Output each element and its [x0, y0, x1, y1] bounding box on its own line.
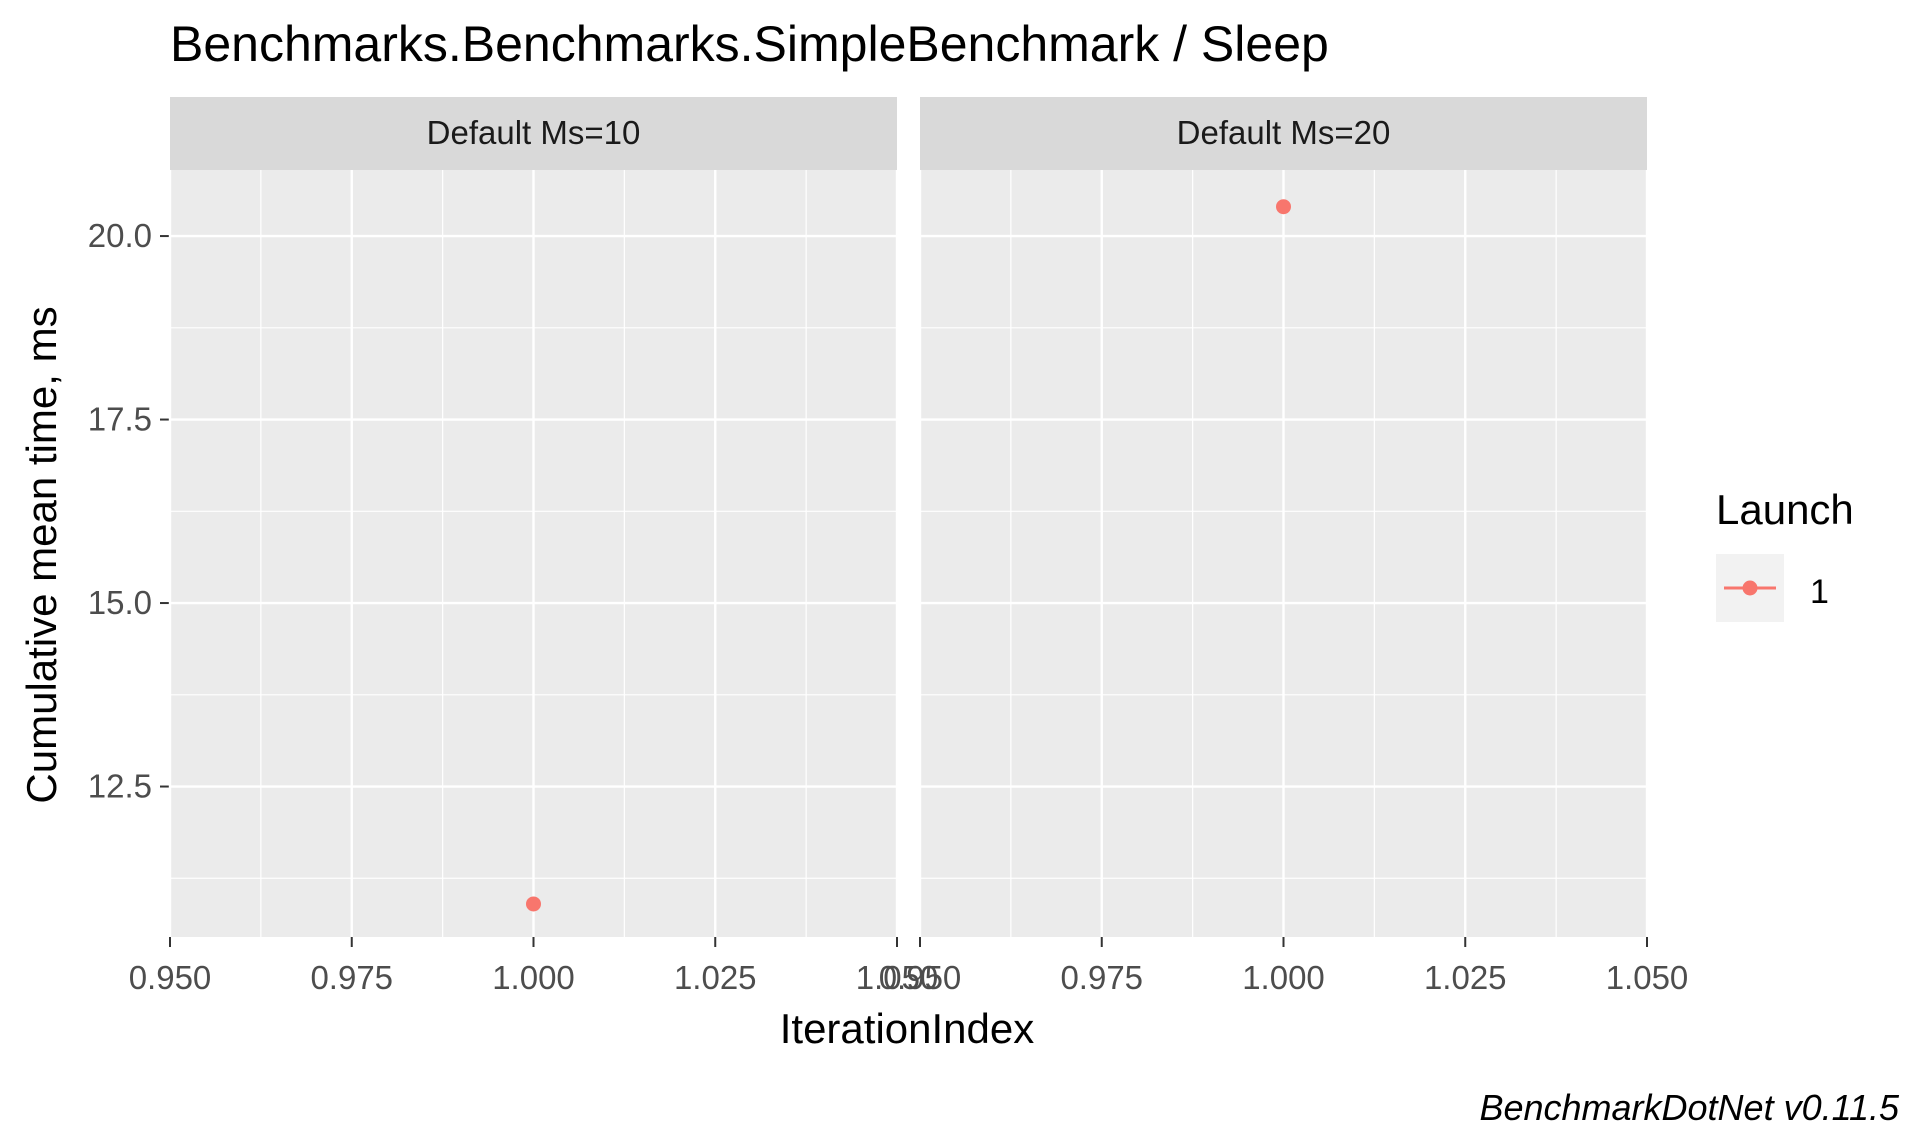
legend-key-point [1742, 580, 1758, 596]
data-point [1276, 199, 1291, 215]
x-tick-label: 1.050 [856, 959, 939, 996]
x-tick-label: 0.975 [1060, 959, 1143, 996]
x-tick-label: 1.050 [1606, 959, 1689, 996]
x-tick-label: 0.950 [129, 959, 212, 996]
facet-panel: Default Ms=10 0.950 0.975 1.000 1.025 1.050 [129, 97, 939, 996]
x-tick-label: 0.975 [310, 959, 393, 996]
chart-title: Benchmarks.Benchmarks.SimpleBenchmark / … [170, 16, 1329, 72]
facet-strip-label: Default Ms=10 [427, 114, 641, 151]
y-tick-label: 15.0 [88, 584, 152, 621]
legend-title: Launch [1716, 486, 1854, 533]
y-tick-label: 17.5 [88, 401, 152, 438]
facet-strip-label: Default Ms=20 [1177, 114, 1391, 151]
x-axis-label: IterationIndex [780, 1005, 1035, 1052]
facet-panels: 12.5 15.0 17.5 20.0 Default Ms=10 0.950 0.975 1… [88, 97, 1689, 996]
facet-strip [920, 97, 1647, 170]
x-tick-label: 1.025 [1424, 959, 1507, 996]
x-tick-label: 1.000 [1242, 959, 1325, 996]
x-tick-label: 1.025 [674, 959, 757, 996]
data-point [526, 896, 541, 912]
x-tick-label: 0.950 [879, 959, 962, 996]
y-tick-label: 20.0 [88, 217, 152, 254]
caption: BenchmarkDotNet v0.11.5 [1479, 1087, 1900, 1128]
facet-panel: Default Ms=20 0.950 0.975 1.000 1.025 1.050 [879, 97, 1689, 996]
x-tick-label: 1.000 [492, 959, 575, 996]
facet-strip [170, 97, 897, 170]
y-axis-label: Cumulative mean time, ms [18, 306, 65, 803]
legend: Launch 1 [1716, 486, 1854, 622]
legend-entry-label: 1 [1810, 573, 1829, 611]
y-tick-label: 12.5 [88, 768, 152, 805]
